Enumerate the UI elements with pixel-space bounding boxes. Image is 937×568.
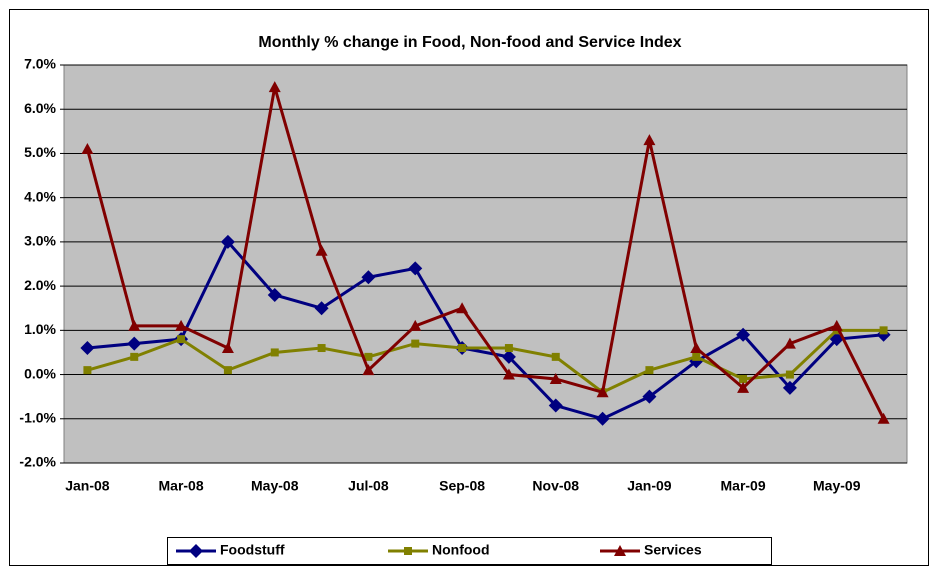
marker	[877, 412, 890, 424]
x-tick-label: Jan-09	[627, 478, 672, 494]
marker	[83, 366, 92, 375]
legend-label: Foodstuff	[220, 542, 285, 558]
x-tick-label: Mar-09	[721, 478, 766, 494]
marker	[189, 544, 203, 558]
legend	[167, 537, 772, 565]
marker	[177, 335, 186, 344]
y-tick-label: -2.0%	[19, 454, 56, 470]
y-tick-label: 6.0%	[24, 100, 56, 116]
marker	[361, 270, 376, 285]
marker	[548, 398, 563, 413]
marker	[692, 352, 701, 361]
marker	[223, 366, 232, 375]
y-tick-label: 2.0%	[24, 277, 56, 293]
x-tick-label: Mar-08	[159, 478, 204, 494]
marker	[315, 244, 328, 256]
marker	[643, 134, 656, 146]
marker	[411, 339, 420, 348]
marker	[783, 337, 796, 349]
marker	[267, 287, 282, 302]
x-tick-label: Jan-08	[65, 478, 110, 494]
marker	[404, 547, 412, 555]
marker	[549, 372, 562, 384]
x-tick-label: May-09	[813, 478, 861, 494]
marker	[595, 411, 610, 426]
x-tick-label: Nov-08	[532, 478, 579, 494]
marker	[596, 386, 609, 398]
marker	[614, 545, 626, 556]
marker	[830, 319, 843, 331]
marker	[645, 366, 654, 375]
marker	[690, 342, 703, 354]
marker	[127, 336, 142, 351]
marker	[268, 81, 281, 93]
marker	[739, 374, 748, 383]
marker	[364, 352, 373, 361]
plot-area	[63, 64, 908, 464]
marker	[270, 348, 279, 357]
marker	[317, 344, 326, 353]
marker	[80, 341, 95, 356]
marker	[409, 319, 422, 331]
marker	[314, 301, 329, 316]
marker	[736, 327, 751, 342]
marker	[737, 381, 750, 393]
marker	[175, 319, 188, 331]
marker	[81, 143, 94, 155]
marker	[220, 234, 235, 249]
y-tick-label: 1.0%	[24, 321, 56, 337]
marker	[504, 344, 513, 353]
y-tick-label: 7.0%	[24, 56, 56, 72]
marker	[501, 349, 516, 364]
marker	[221, 342, 234, 354]
marker	[456, 302, 469, 314]
x-tick-label: Sep-08	[439, 478, 485, 494]
legend-label: Services	[644, 542, 702, 558]
marker	[551, 352, 560, 361]
marker	[130, 352, 139, 361]
marker	[128, 319, 141, 331]
y-tick-label: 4.0%	[24, 188, 56, 204]
x-tick-label: May-08	[251, 478, 299, 494]
y-tick-label: -1.0%	[19, 409, 56, 425]
marker	[879, 326, 888, 335]
series-line	[87, 328, 884, 394]
marker	[502, 368, 515, 380]
y-tick-label: 5.0%	[24, 144, 56, 160]
marker	[782, 380, 797, 395]
series-line	[87, 239, 884, 421]
chart-title: Monthly % change in Food, Non-food and S…	[258, 34, 681, 51]
series-line	[85, 86, 885, 420]
marker	[458, 344, 467, 353]
marker	[642, 389, 657, 404]
marker	[408, 261, 423, 276]
x-tick-label: Jul-08	[348, 478, 389, 494]
marker	[785, 370, 794, 379]
legend-label: Nonfood	[432, 542, 490, 558]
y-tick-label: 3.0%	[24, 233, 56, 249]
y-tick-label: 0.0%	[24, 365, 56, 381]
marker	[362, 364, 375, 376]
